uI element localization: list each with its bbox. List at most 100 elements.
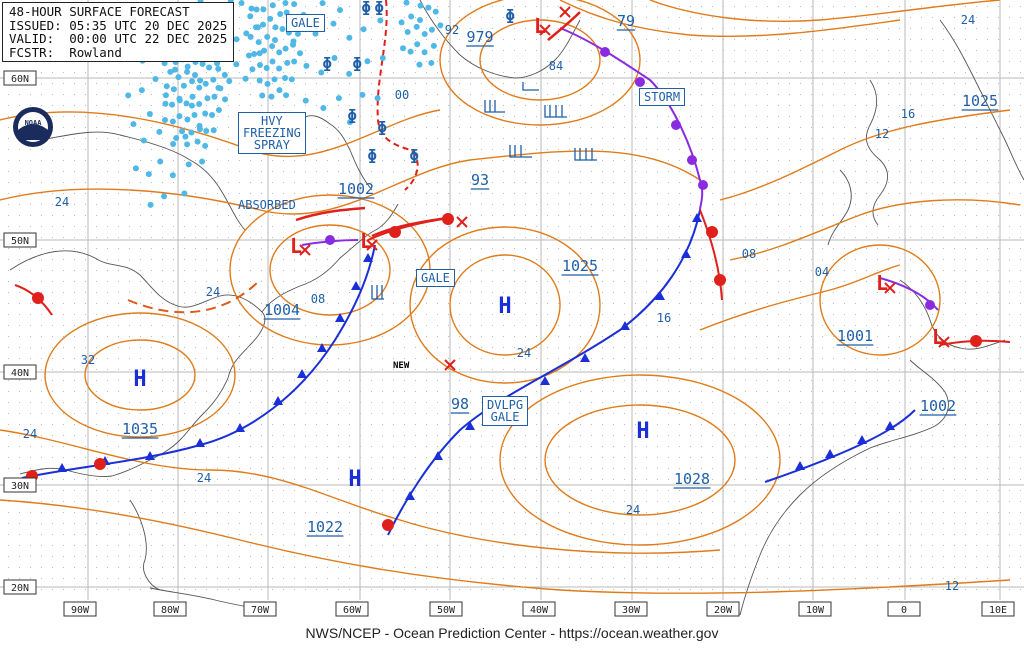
freezing-spray-dot <box>417 17 423 23</box>
freezing-spray-dot <box>399 19 405 25</box>
freezing-spray-dot <box>147 111 153 117</box>
freezing-spray-dot <box>291 1 297 7</box>
freezing-spray-dot <box>133 165 139 171</box>
freezing-spray-dot <box>267 16 273 22</box>
freezing-spray-dot <box>290 38 296 44</box>
isobar-label: 04 <box>815 265 829 279</box>
freezing-spray-dot <box>196 85 202 91</box>
freezing-spray-dot <box>249 6 255 12</box>
freezing-spray-dot <box>377 18 383 24</box>
isobar-label: 92 <box>445 23 459 37</box>
freezing-spray-dot <box>269 43 275 49</box>
freezing-spray-dot <box>181 190 187 196</box>
isobar-label: 32 <box>81 353 95 367</box>
freezing-spray-dot <box>171 86 177 92</box>
freezing-spray-dot <box>433 9 439 15</box>
warm-front-semicircle <box>714 274 726 286</box>
lat-label: 20N <box>11 583 29 594</box>
freezing-spray-dot <box>176 96 182 102</box>
freezing-spray-dot <box>196 101 202 107</box>
occluded-front-symbol <box>325 235 335 245</box>
freezing-spray-dot <box>255 24 261 30</box>
isobar-label: 08 <box>742 247 756 261</box>
freezing-spray-dot <box>257 62 263 68</box>
freezing-spray-dot <box>163 92 169 98</box>
freezing-spray-dot <box>283 92 289 98</box>
freezing-spray-dot <box>203 128 209 134</box>
freezing-spray-dot <box>169 102 175 108</box>
occluded-front-symbol <box>925 300 935 310</box>
freezing-spray-dot <box>270 58 276 64</box>
high-pressure-symbol: H <box>133 367 146 392</box>
freezing-spray-dot <box>256 39 262 45</box>
freezing-spray-dot <box>400 45 406 51</box>
freezing-spray-dot <box>188 129 194 135</box>
freezing-spray-dot <box>375 95 381 101</box>
freezing-spray-dot <box>233 61 239 67</box>
freezing-spray-dot <box>162 101 168 107</box>
lat-label: 40N <box>11 368 29 379</box>
freezing-spray-dot <box>162 117 168 123</box>
isobar-label: 16 <box>901 107 915 121</box>
isobar-label: 08 <box>311 292 325 306</box>
freezing-spray-dot <box>259 93 265 99</box>
freezing-spray-dot <box>260 6 266 12</box>
freezing-spray-dot <box>249 66 255 72</box>
freezing-spray-dot <box>336 95 342 101</box>
lat-label: 30N <box>11 481 29 492</box>
freezing-spray-dot <box>320 105 326 111</box>
lon-label: 0 <box>901 605 907 616</box>
central-pressure-label: 79 <box>617 12 635 30</box>
lon-label: 20W <box>714 605 733 616</box>
freezing-spray-dot <box>176 113 182 119</box>
freezing-spray-dot <box>418 3 424 9</box>
warm-front-semicircle <box>706 226 718 238</box>
lon-label: 70W <box>251 605 270 616</box>
freezing-spray-dot <box>181 83 187 89</box>
freezing-spray-dot <box>291 58 297 64</box>
freezing-spray-dot <box>216 107 222 113</box>
lon-label: 90W <box>71 605 90 616</box>
freezing-spray-dot <box>156 129 162 135</box>
freezing-spray-dot <box>272 37 278 43</box>
lon-label: 80W <box>161 605 180 616</box>
freezing-spray-dot <box>283 0 289 6</box>
freezing-spray-dot <box>414 24 420 30</box>
low-pressure-symbol: L <box>932 325 944 349</box>
freezing-spray-dot <box>206 64 212 70</box>
freezing-spray-dot <box>170 172 176 178</box>
isobar-label: 24 <box>626 503 640 517</box>
freezing-spray-dot <box>361 26 367 32</box>
footer-credit: NWS/NCEP - Ocean Prediction Center - htt… <box>0 625 1024 641</box>
absorbed-label: ABSORBED <box>238 198 296 212</box>
freezing-spray-dot <box>264 65 270 71</box>
freezing-spray-dot <box>182 134 188 140</box>
header-title: 48-HOUR SURFACE FORECAST <box>9 5 227 19</box>
central-pressure-label: 1002 <box>920 397 956 415</box>
freezing-spray-dot <box>303 63 309 69</box>
freezing-spray-dot <box>211 127 217 133</box>
lat-label: 50N <box>11 236 29 247</box>
freezing-spray-dot <box>202 143 208 149</box>
freezing-spray-dot <box>272 24 278 30</box>
freezing-spray-dot <box>197 126 203 132</box>
freezing-spray-dot <box>215 66 221 72</box>
central-pressure-label: 1002 <box>338 180 374 198</box>
freezing-spray-dot <box>175 74 181 80</box>
freezing-spray-dot <box>437 22 443 28</box>
freezing-spray-dot <box>186 161 192 167</box>
freezing-spray-dot <box>320 0 326 6</box>
freezing-spray-dot <box>330 21 336 27</box>
freezing-spray-dot <box>422 31 428 37</box>
header-valid: VALID: 00:00 UTC 22 DEC 2025 <box>9 32 227 46</box>
freezing-spray-dot <box>380 55 386 61</box>
freezing-spray-dot <box>346 71 352 77</box>
freezing-spray-dot <box>268 94 274 100</box>
freezing-spray-dot <box>170 141 176 147</box>
lon-label: 60W <box>343 605 362 616</box>
freezing-spray-dot <box>422 49 428 55</box>
isobar-label: 24 <box>206 285 220 299</box>
freezing-spray-dot <box>276 49 282 55</box>
